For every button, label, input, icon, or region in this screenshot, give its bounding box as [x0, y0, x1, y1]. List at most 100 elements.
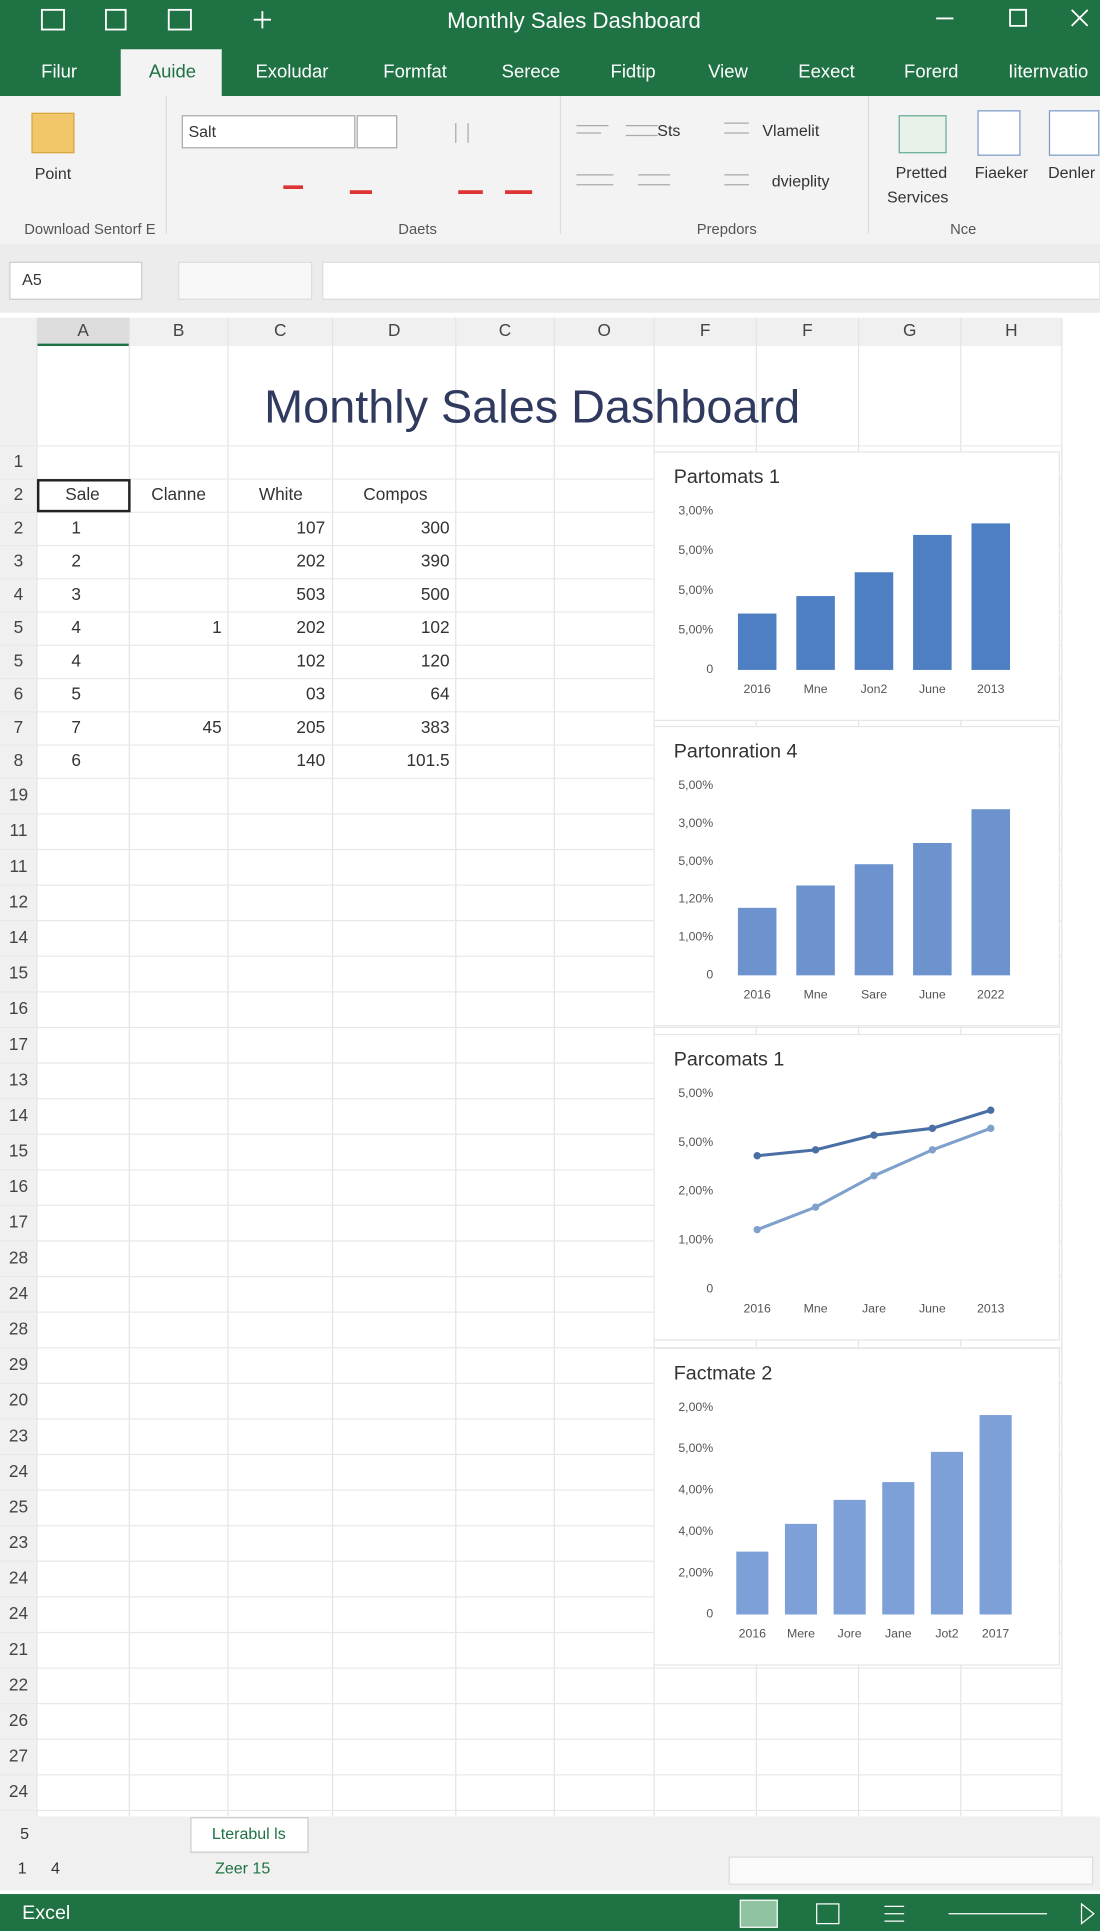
- ribbon-tab[interactable]: View: [708, 61, 748, 82]
- column-header[interactable]: F: [802, 320, 813, 340]
- table-cell[interactable]: 503: [296, 584, 325, 604]
- ribbon-label[interactable]: Sts: [657, 123, 680, 140]
- row-header[interactable]: 23: [9, 1532, 28, 1552]
- table-cell[interactable]: 205: [296, 717, 325, 737]
- table-cell[interactable]: 45: [203, 717, 222, 737]
- table-cell[interactable]: 107: [296, 517, 325, 537]
- table-header[interactable]: Sale: [65, 484, 100, 504]
- icon[interactable]: [31, 112, 75, 154]
- table-cell[interactable]: 300: [421, 517, 450, 537]
- ribbon-tab[interactable]: Fidtip: [611, 61, 656, 82]
- sheet-tab[interactable]: [190, 1817, 309, 1853]
- icon[interactable]: [167, 8, 192, 31]
- ribbon-tab[interactable]: Forerd: [904, 61, 958, 82]
- table-header[interactable]: Clanne: [151, 484, 206, 504]
- row-header[interactable]: 7: [14, 717, 24, 737]
- row-header[interactable]: 23: [9, 1425, 28, 1445]
- row-header[interactable]: 6: [14, 684, 24, 704]
- table-cell[interactable]: 202: [296, 617, 325, 637]
- ribbon-tab[interactable]: Exoludar: [255, 61, 328, 82]
- table-cell[interactable]: 120: [421, 650, 450, 670]
- column-header[interactable]: C: [274, 320, 286, 340]
- ribbon-label[interactable]: dvieplity: [772, 173, 830, 190]
- table-cell[interactable]: 101.5: [406, 750, 449, 770]
- table-cell[interactable]: 64: [430, 684, 450, 704]
- table-cell[interactable]: 1: [71, 517, 81, 537]
- ribbon-label[interactable]: Denler: [1048, 165, 1096, 182]
- row-header[interactable]: 15: [9, 1141, 28, 1161]
- ribbon-label[interactable]: Services: [887, 190, 948, 207]
- table-cell[interactable]: 500: [421, 584, 450, 604]
- row-header[interactable]: 19: [9, 785, 28, 805]
- table-cell[interactable]: 102: [421, 617, 450, 637]
- ribbon-label[interactable]: Fiaeker: [975, 165, 1029, 182]
- chart-frame[interactable]: [653, 1033, 1060, 1341]
- ribbon-tab[interactable]: Serece: [502, 61, 561, 82]
- row-header[interactable]: 3: [14, 551, 24, 571]
- window-controls[interactable]: [936, 8, 1089, 27]
- table-cell[interactable]: 202: [296, 551, 325, 571]
- row-header[interactable]: 4: [14, 584, 24, 604]
- size-box[interactable]: [356, 115, 398, 149]
- table-cell[interactable]: 03: [306, 684, 325, 704]
- row-header[interactable]: 26: [9, 1710, 28, 1730]
- row-header[interactable]: 8: [14, 750, 24, 770]
- column-header[interactable]: G: [903, 320, 916, 340]
- column-header[interactable]: D: [388, 320, 400, 340]
- row-header[interactable]: 16: [9, 998, 28, 1018]
- table-cell[interactable]: 4: [71, 650, 81, 670]
- font-name[interactable]: Salt: [188, 124, 216, 141]
- row-header[interactable]: 14: [9, 1105, 29, 1125]
- row-header[interactable]: 21: [9, 1639, 28, 1659]
- zoom-slider[interactable]: [728, 1856, 1094, 1885]
- table-cell[interactable]: 7: [71, 717, 81, 737]
- table-cell[interactable]: 390: [421, 551, 450, 571]
- table-cell[interactable]: 383: [421, 717, 450, 737]
- row-header[interactable]: 11: [10, 820, 28, 840]
- table-cell[interactable]: 3: [71, 584, 81, 604]
- row-header[interactable]: 24: [9, 1568, 29, 1588]
- ribbon-label[interactable]: Point: [35, 166, 72, 183]
- icon[interactable]: [898, 115, 947, 154]
- ribbon-tab[interactable]: Formfat: [383, 61, 447, 82]
- ribbon-label[interactable]: Pretted: [896, 165, 948, 182]
- table-cell[interactable]: 102: [296, 650, 325, 670]
- icon[interactable]: [1048, 110, 1100, 156]
- ribbon-tab[interactable]: Auide: [149, 61, 196, 82]
- row-header[interactable]: 2: [14, 517, 24, 537]
- row-header[interactable]: 24: [9, 1283, 29, 1303]
- table-cell[interactable]: 4: [71, 617, 81, 637]
- row-header[interactable]: 15: [9, 963, 28, 983]
- formula-buttons[interactable]: [177, 261, 313, 300]
- column-header[interactable]: C: [499, 320, 511, 340]
- table-header[interactable]: White: [259, 484, 303, 504]
- row-header[interactable]: 28: [9, 1247, 28, 1267]
- column-header[interactable]: B: [173, 320, 185, 340]
- table-cell[interactable]: 1: [212, 617, 222, 637]
- row-header[interactable]: 24: [9, 1461, 29, 1481]
- row-header[interactable]: 1: [14, 451, 24, 471]
- row-header[interactable]: 27: [9, 1746, 28, 1766]
- ribbon-tab[interactable]: Eexect: [798, 61, 854, 82]
- font-box[interactable]: [181, 115, 356, 149]
- ribbon-tab[interactable]: Filur: [41, 61, 77, 82]
- row-header[interactable]: 24: [9, 1781, 29, 1801]
- view-button[interactable]: [739, 1899, 778, 1928]
- zoom-control[interactable]: [884, 1902, 1095, 1925]
- sheet-tab-label[interactable]: Lterabul ls: [212, 1826, 286, 1843]
- row-header[interactable]: 13: [9, 1069, 28, 1089]
- row-header[interactable]: 12: [9, 891, 28, 911]
- name-box[interactable]: [9, 261, 143, 300]
- row-header[interactable]: 2: [14, 484, 24, 504]
- column-header[interactable]: A: [77, 320, 89, 340]
- ribbon-tab[interactable]: Iiternvatio: [1008, 61, 1088, 82]
- row-header[interactable]: 25: [9, 1496, 28, 1516]
- formula-bar[interactable]: [322, 261, 1100, 300]
- column-header[interactable]: H: [1005, 320, 1017, 340]
- table-cell[interactable]: 5: [71, 684, 81, 704]
- table-cell[interactable]: 140: [296, 750, 325, 770]
- ribbon-label[interactable]: Vlamelit: [762, 123, 819, 140]
- row-header[interactable]: 5: [14, 650, 24, 670]
- table-cell[interactable]: 6: [71, 750, 81, 770]
- row-header[interactable]: 17: [9, 1212, 28, 1232]
